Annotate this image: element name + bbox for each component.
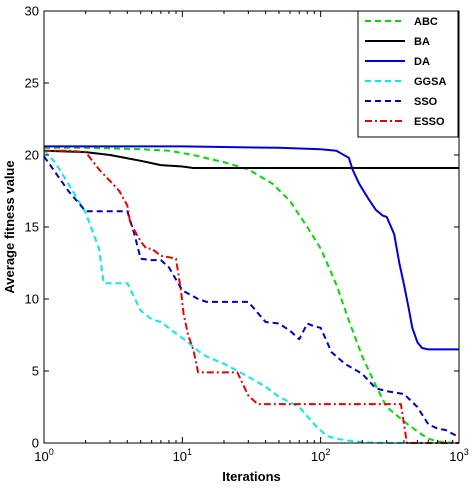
x-axis-label: Iterations	[222, 469, 281, 484]
legend-box	[357, 10, 459, 138]
series-layer	[43, 145, 460, 444]
y-tick-label: 10	[25, 292, 39, 307]
series-line-abc	[44, 146, 460, 444]
x-tick-label: 102	[311, 447, 330, 464]
legend: ABC BA DA GGSA SSO ESSO	[357, 10, 459, 138]
x-tick-label: 101	[173, 447, 192, 464]
series-line-ggsa	[43, 150, 459, 444]
legend-label-ba: BA	[414, 36, 430, 48]
y-tick-label: 15	[25, 220, 39, 235]
legend-label-ggsa: GGSA	[414, 76, 446, 88]
y-tick-label: 0	[32, 436, 39, 451]
legend-label-abc: ABC	[414, 16, 438, 28]
legend-label-da: DA	[414, 56, 430, 68]
series-line-esso	[44, 149, 459, 444]
y-tick-label: 25	[25, 76, 39, 91]
y-tick-label: 5	[32, 364, 39, 379]
x-tick-label: 100	[34, 447, 53, 464]
series-line-ba	[43, 149, 459, 169]
axes-ticks: 0 5 10 15 20 25 30 100 101 102 103	[25, 4, 469, 465]
y-tick-label: 20	[25, 148, 39, 163]
legend-label-esso: ESSO	[414, 116, 445, 128]
series-line-sso	[43, 155, 460, 439]
legend-label-sso: SSO	[414, 96, 438, 108]
series-line-da	[44, 145, 459, 351]
y-axis-label: Average fitness value	[2, 160, 17, 293]
y-tick-label: 30	[25, 4, 39, 19]
x-tick-label: 103	[449, 447, 468, 464]
